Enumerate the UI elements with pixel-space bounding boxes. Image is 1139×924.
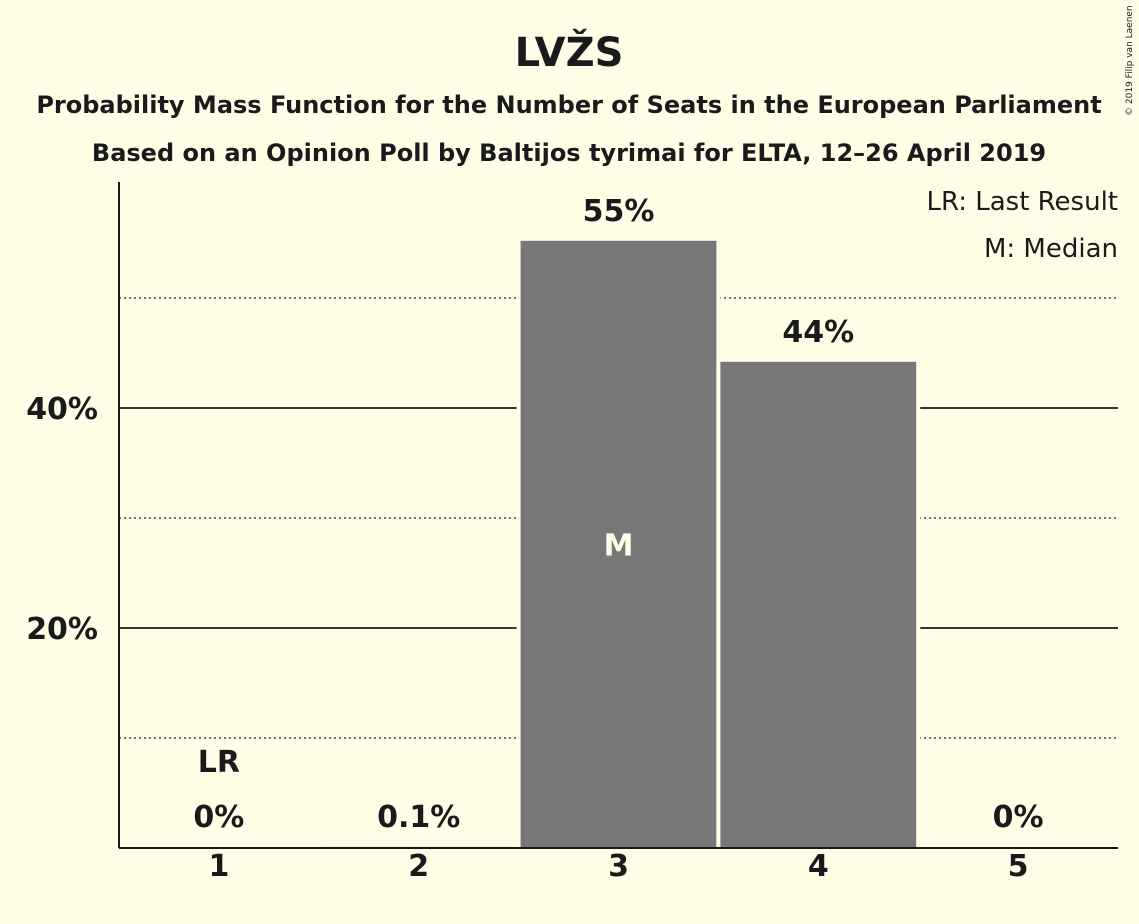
y-tick-label: 40% (26, 392, 98, 427)
bar (720, 361, 917, 848)
bar (520, 240, 717, 849)
bars (316, 240, 921, 849)
chart-subtitle-method: Probability Mass Function for the Number… (36, 91, 1101, 119)
data-label: 0.1% (377, 800, 460, 835)
y-tick-label: 20% (26, 612, 98, 647)
legend-last-result: LR: Last Result (926, 187, 1118, 217)
data-label: 55% (583, 194, 655, 229)
data-labels: 0% 0.1% 55% 44% 0% LR M (193, 194, 1043, 835)
x-tick-label: 2 (408, 849, 429, 884)
last-result-marker: LR (198, 745, 240, 780)
x-tick-label: 4 (808, 849, 829, 884)
axes: 20% 40% 1 2 3 4 5 (26, 182, 1118, 884)
chart-title: LVŽS (515, 28, 624, 76)
median-marker: M (604, 528, 634, 563)
data-label: 0% (193, 800, 244, 835)
x-tick-label: 5 (1008, 849, 1029, 884)
data-label: 44% (782, 315, 854, 350)
copyright-notice: © 2019 Filip van Laenen (1125, 5, 1135, 116)
data-label: 0% (993, 800, 1044, 835)
chart-subtitle-poll: Based on an Opinion Poll by Baltijos tyr… (92, 139, 1046, 167)
legend-median: M: Median (984, 234, 1118, 264)
x-tick-label: 1 (208, 849, 229, 884)
x-tick-label: 3 (608, 849, 629, 884)
